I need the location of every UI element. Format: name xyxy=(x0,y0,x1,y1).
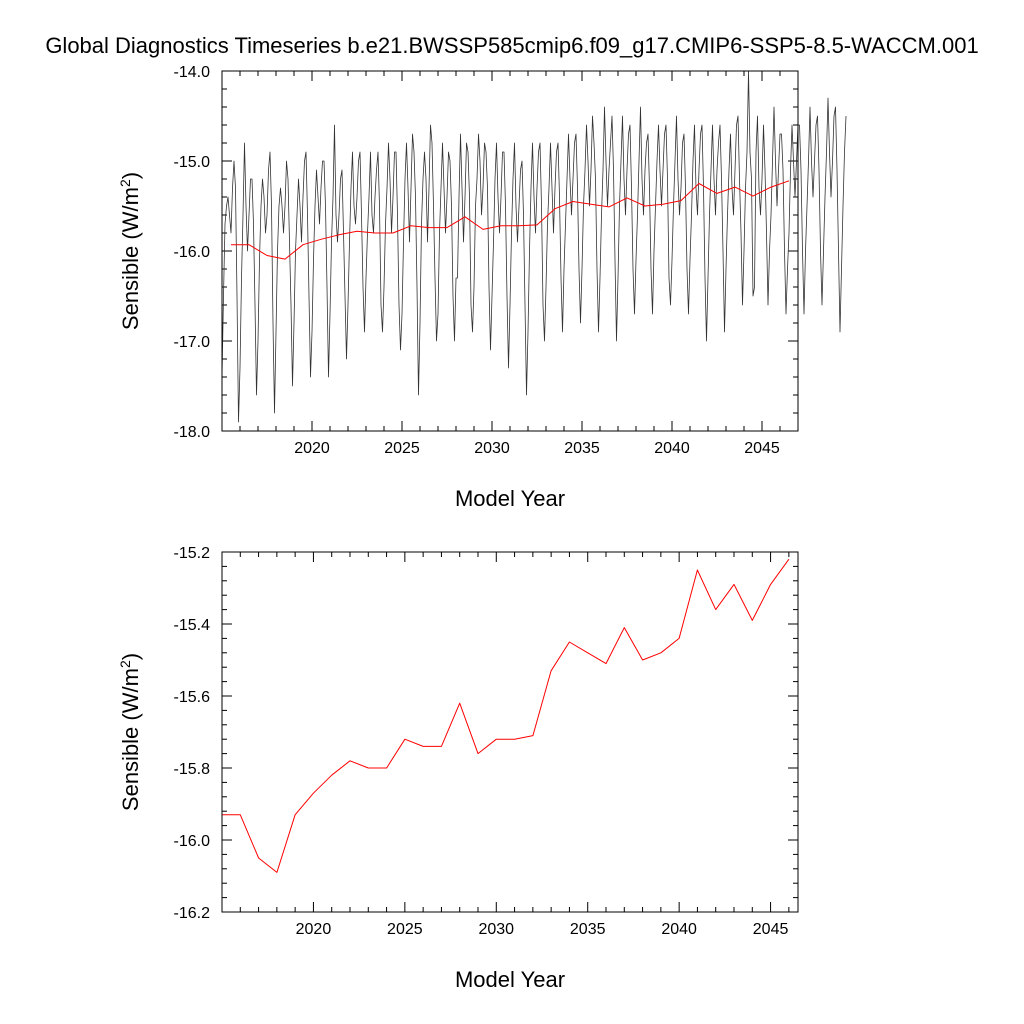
top-panel: 2020 2025 2030 2035 2040 2045 -18.0 -17.0 -16.0 -… xyxy=(117,64,847,511)
top-x-tick-label: 2020 xyxy=(294,440,330,457)
bottom-y-tick-label: -15.8 xyxy=(174,761,211,778)
top-series-layer xyxy=(221,70,847,423)
bottom-labels-layer: 2020 2025 2030 2035 2040 2045 -16.2 -16.0 -15.8 -… xyxy=(174,545,789,938)
top-labels-layer: 2020 2025 2030 2035 2040 2045 -18.0 -17.0 -16.0 -… xyxy=(174,64,780,457)
top-y-tick-label: -14.0 xyxy=(174,64,211,81)
top-series-monthly-line xyxy=(221,70,847,423)
chart-title: Global Diagnostics Timeseries b.e21.BWSS… xyxy=(45,33,978,58)
top-x-tick-label: 2045 xyxy=(744,440,780,457)
bottom-y-tick-label: -16.0 xyxy=(174,833,211,850)
bottom-x-tick-label: 2020 xyxy=(296,921,332,938)
bottom-panel: 2020 2025 2030 2035 2040 2045 -16.2 -16.0 -15.8 -… xyxy=(117,545,799,992)
top-x-tick-label: 2030 xyxy=(474,440,510,457)
top-x-tick-label: 2040 xyxy=(654,440,690,457)
bottom-x-tick-label: 2035 xyxy=(570,921,606,938)
top-series-annual-line xyxy=(231,180,790,260)
bottom-y-axis-label-close: ) xyxy=(118,653,143,660)
bottom-x-axis-label: Model Year xyxy=(455,967,565,992)
bottom-y-tick-label: -15.6 xyxy=(174,689,211,706)
bottom-y-axis-label-main: Sensible (W/m xyxy=(118,668,143,811)
top-x-tick-label: 2025 xyxy=(384,440,420,457)
top-y-tick-label: -16.0 xyxy=(174,244,211,261)
top-y-tick-label: -18.0 xyxy=(174,424,211,441)
bottom-x-tick-label: 2040 xyxy=(661,921,697,938)
bottom-series-annual-line xyxy=(222,558,790,873)
top-x-axis-label: Model Year xyxy=(455,486,565,511)
top-y-axis-label-main: Sensible (W/m xyxy=(118,187,143,330)
bottom-x-tick-label: 2045 xyxy=(753,921,789,938)
bottom-y-tick-label: -16.2 xyxy=(174,905,211,922)
top-y-axis-label-close: ) xyxy=(118,172,143,179)
bottom-x-tick-label: 2025 xyxy=(387,921,423,938)
top-axis-ticks xyxy=(221,70,799,432)
top-x-tick-label: 2035 xyxy=(564,440,600,457)
bottom-series-layer xyxy=(222,558,790,873)
top-y-axis-label-sup: 2 xyxy=(117,179,133,187)
top-plot-frame xyxy=(221,70,799,432)
bottom-y-tick-label: -15.2 xyxy=(174,545,211,562)
bottom-y-tick-label: -15.4 xyxy=(174,617,211,634)
bottom-x-tick-label: 2030 xyxy=(478,921,514,938)
top-y-axis-label: Sensible (W/m2) xyxy=(117,172,143,330)
bottom-plot-frame xyxy=(221,551,799,913)
bottom-y-axis-label: Sensible (W/m2) xyxy=(117,653,143,811)
top-y-tick-label: -15.0 xyxy=(174,154,211,171)
bottom-y-axis-label-sup: 2 xyxy=(117,660,133,668)
bottom-axis-ticks xyxy=(221,551,798,913)
top-y-tick-label: -17.0 xyxy=(174,334,211,351)
